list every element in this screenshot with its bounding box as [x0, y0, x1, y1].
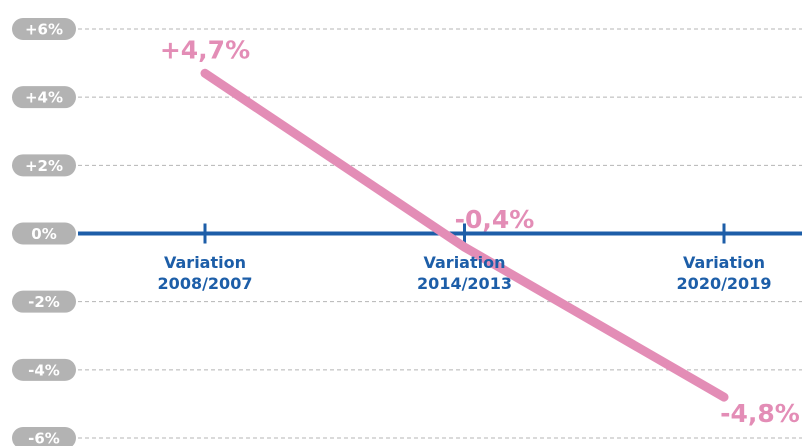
- y-tick-pill: [12, 290, 76, 313]
- y-tick-label: -4%: [28, 361, 60, 379]
- data-label: -0,4%: [455, 205, 535, 234]
- y-tick-pill: [12, 154, 76, 177]
- y-tick-label: +4%: [25, 89, 63, 107]
- y-tick-pill: [12, 358, 76, 381]
- y-tick-pill: [12, 222, 76, 245]
- x-tick-label: Variation 2014/2013: [417, 252, 512, 293]
- y-tick-label: +2%: [25, 157, 63, 175]
- y-tick-pill: [12, 86, 76, 109]
- data-label: +4,7%: [160, 35, 250, 64]
- y-tick-pill: [12, 18, 76, 40]
- y-tick-pill: [12, 427, 76, 446]
- y-tick-label: 0%: [31, 225, 56, 243]
- y-tick-label: -2%: [28, 293, 60, 311]
- x-tick-label: Variation 2008/2007: [157, 252, 253, 293]
- data-label: -4,8%: [720, 399, 800, 428]
- x-tick-label: Variation 2020/2019: [676, 252, 772, 293]
- data-line: [200, 68, 729, 402]
- y-tick-label: -6%: [28, 430, 60, 446]
- y-tick-label: +6%: [25, 21, 63, 39]
